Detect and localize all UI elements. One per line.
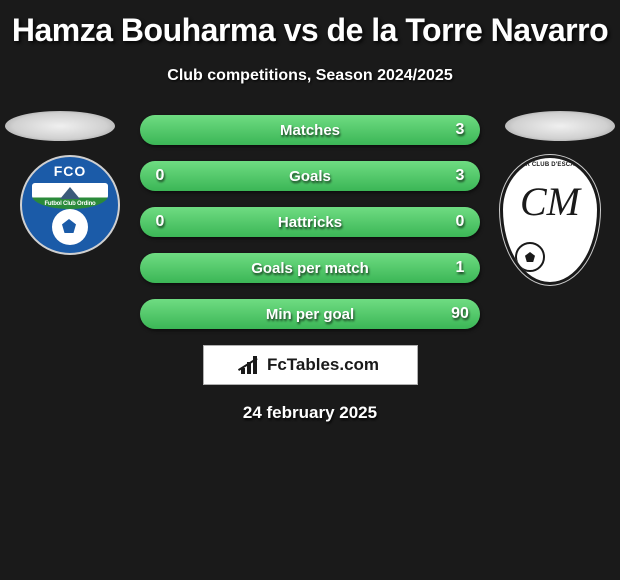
page-title: Hamza Bouharma vs de la Torre Navarro [0, 12, 620, 49]
comparison-card: Hamza Bouharma vs de la Torre Navarro Cl… [0, 0, 620, 423]
shadow-disc-right [505, 111, 615, 141]
stat-right-value: 3 [440, 167, 480, 185]
bar-chart-icon [241, 356, 263, 374]
stat-label: Matches [180, 122, 440, 139]
stat-left-value: 0 [140, 213, 180, 231]
stat-label: Goals [180, 168, 440, 185]
soccer-ball-icon [52, 209, 88, 245]
stat-left-value: 0 [140, 167, 180, 185]
stat-right-value: 3 [440, 121, 480, 139]
stat-right-value: 0 [440, 213, 480, 231]
stat-row-matches: Matches 3 [140, 115, 480, 145]
club-badge-left: FCO Futbol Club Ordino [20, 155, 120, 255]
brand-name: FcTables.com [267, 355, 379, 375]
stat-row-goals: 0 Goals 3 [140, 161, 480, 191]
fco-badge: FCO Futbol Club Ordino [20, 155, 120, 255]
cm-arc-text: ER CLUB D'ESCAL [503, 162, 597, 168]
fco-abbr: FCO [22, 163, 118, 179]
club-badge-right: ER CLUB D'ESCAL CM [500, 155, 600, 285]
stat-row-hattricks: 0 Hattricks 0 [140, 207, 480, 237]
cm-badge: ER CLUB D'ESCAL CM [500, 155, 600, 285]
fco-mountain-icon [60, 187, 80, 199]
shadow-disc-left [5, 111, 115, 141]
stat-label: Hattricks [180, 214, 440, 231]
subtitle: Club competitions, Season 2024/2025 [0, 67, 620, 85]
brand-box[interactable]: FcTables.com [203, 345, 418, 385]
date-text: 24 february 2025 [0, 403, 620, 423]
stat-right-value: 90 [440, 305, 480, 323]
stat-right-value: 1 [440, 259, 480, 277]
stat-row-min-per-goal: Min per goal 90 [140, 299, 480, 329]
main-area: FCO Futbol Club Ordino ER CLUB D'ESCAL C… [0, 113, 620, 423]
stats-list: Matches 3 0 Goals 3 0 Hattricks 0 Goals … [140, 113, 480, 329]
stat-row-goals-per-match: Goals per match 1 [140, 253, 480, 283]
fco-club-name: Futbol Club Ordino [22, 201, 118, 207]
soccer-ball-icon [515, 242, 545, 272]
stat-label: Min per goal [180, 306, 440, 323]
stat-label: Goals per match [180, 260, 440, 277]
cm-abbr: CM [503, 182, 597, 222]
